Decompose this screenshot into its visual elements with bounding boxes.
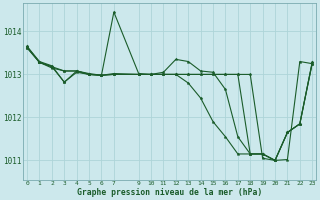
X-axis label: Graphe pression niveau de la mer (hPa): Graphe pression niveau de la mer (hPa): [77, 188, 262, 197]
